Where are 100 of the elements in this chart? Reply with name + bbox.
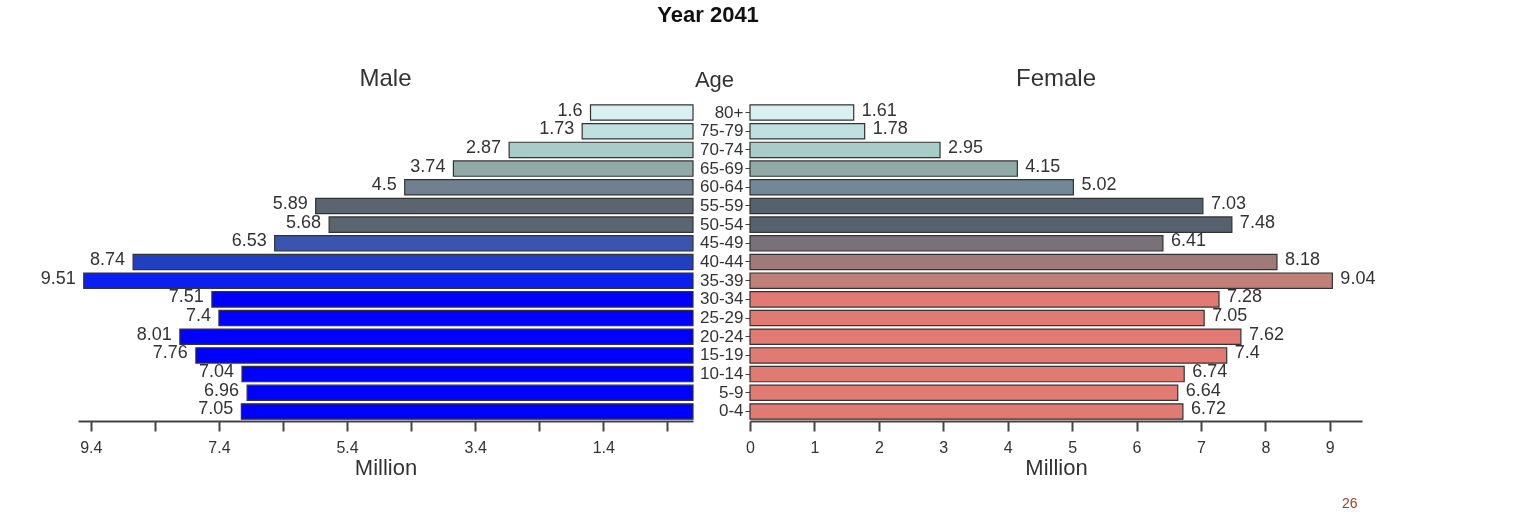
data-label: 1.73: [539, 118, 575, 139]
bar: [179, 328, 694, 345]
bar: [749, 403, 1184, 420]
bar: [589, 104, 694, 121]
x-tick-label: 7.4: [208, 438, 231, 456]
bar: [246, 384, 694, 402]
data-label: 3.74: [410, 155, 446, 176]
bar: [749, 253, 1278, 271]
bar: [749, 160, 1018, 177]
x-tick-label: 1: [810, 438, 820, 456]
bar: [315, 197, 694, 215]
x-tick-label: 8: [1261, 438, 1271, 456]
data-label: 7.48: [1239, 211, 1275, 232]
bar: [452, 160, 694, 177]
x-tick-label: 5: [1068, 438, 1078, 456]
data-label: 1.78: [872, 118, 908, 139]
x-tick-label: 7: [1196, 438, 1206, 456]
y-tick-label: 30-34: [700, 289, 744, 309]
bar: [749, 179, 1074, 196]
x-tick-label: 5.4: [336, 438, 359, 456]
y-tick-label: 65-69: [700, 158, 744, 178]
data-label: 1.61: [861, 99, 897, 120]
bar: [195, 347, 694, 364]
text: 26: [1342, 495, 1358, 511]
bar: [241, 365, 694, 383]
y-tick-label: 5-9: [718, 382, 744, 402]
x-tick-label: 9: [1325, 438, 1335, 456]
x-tick-label: 6: [1132, 438, 1142, 456]
y-tick-label: 55-59: [700, 195, 744, 215]
bar: [749, 309, 1205, 327]
data-label: 6.53: [231, 230, 267, 251]
data-label: 4.5: [371, 174, 397, 195]
data-label: 7.05: [198, 398, 234, 419]
bar: [404, 179, 694, 196]
bar: [749, 104, 855, 121]
data-label: 5.89: [272, 192, 308, 213]
data-label: 1.6: [557, 99, 583, 120]
y-tick-label: 45-49: [700, 233, 744, 253]
y-tick-label: 15-19: [700, 345, 744, 365]
x-tick-label: 2: [874, 438, 884, 456]
y-tick-label: 40-44: [700, 252, 744, 271]
data-label: 5.02: [1081, 174, 1117, 195]
bar: [328, 216, 694, 233]
x-tick-label: 3: [939, 438, 949, 456]
bar: [749, 216, 1233, 233]
data-label: 6.64: [1185, 379, 1221, 400]
data-label: 8.74: [90, 249, 126, 269]
bar: [749, 272, 1333, 289]
data-label: 7.4: [185, 305, 211, 326]
bar: [749, 328, 1242, 345]
data-label: 6.41: [1170, 230, 1206, 251]
bar: [211, 291, 694, 308]
chart-title: Year 2041: [657, 2, 759, 27]
bar: [749, 347, 1228, 364]
bar: [749, 384, 1179, 402]
bar: [749, 122, 866, 140]
x-tick-label: 0: [746, 438, 756, 456]
data-label: 7.05: [1212, 305, 1248, 326]
bar: [581, 122, 694, 140]
y-tick-label: 60-64: [700, 177, 744, 197]
data-label: 5.68: [286, 211, 322, 232]
y-tick-label: 35-39: [700, 270, 744, 290]
bar: [749, 197, 1204, 215]
data-label: 7.51: [168, 286, 204, 307]
data-label: 7.03: [1210, 192, 1246, 213]
y-tick-label: 50-54: [700, 214, 744, 234]
data-label: 6.72: [1190, 398, 1226, 419]
y-tick-label: 25-29: [700, 308, 744, 328]
x-tick-label: 3.4: [464, 438, 487, 456]
x-tick-label: 9.4: [80, 438, 103, 456]
data-label: 9.04: [1340, 267, 1376, 288]
data-label: 2.87: [466, 136, 502, 157]
x-axis-title: Million: [354, 454, 418, 480]
bar: [274, 235, 694, 252]
data-label: 4.15: [1025, 155, 1061, 176]
y-axis-title: Age: [694, 66, 735, 92]
data-label: 8.01: [136, 323, 172, 344]
x-axis-title: Million: [1025, 454, 1088, 480]
data-label: 8.18: [1284, 249, 1321, 269]
y-tick-label: 75-79: [700, 121, 744, 141]
y-tick-label: 0-4: [718, 401, 744, 421]
data-label: 7.4: [1234, 342, 1260, 363]
data-label: 6.96: [204, 379, 240, 400]
y-tick-label: 10-14: [700, 364, 744, 384]
bar: [749, 235, 1164, 252]
y-tick-label: 70-74: [700, 139, 744, 159]
data-label: 7.04: [198, 361, 234, 382]
data-label: 9.51: [40, 267, 76, 288]
bar: [749, 141, 941, 159]
bar: [83, 272, 694, 289]
y-tick-label: 20-24: [700, 326, 744, 346]
data-label: 2.95: [948, 136, 984, 157]
x-tick-label: 1.4: [592, 438, 616, 456]
data-label: 7.62: [1248, 323, 1284, 344]
chart-subtitle: Female: [1015, 64, 1097, 91]
bar: [749, 291, 1220, 308]
x-tick-label: 4: [1003, 438, 1013, 456]
bar: [749, 365, 1185, 383]
chart-subtitle: Male: [359, 64, 412, 91]
bar: [508, 141, 694, 159]
